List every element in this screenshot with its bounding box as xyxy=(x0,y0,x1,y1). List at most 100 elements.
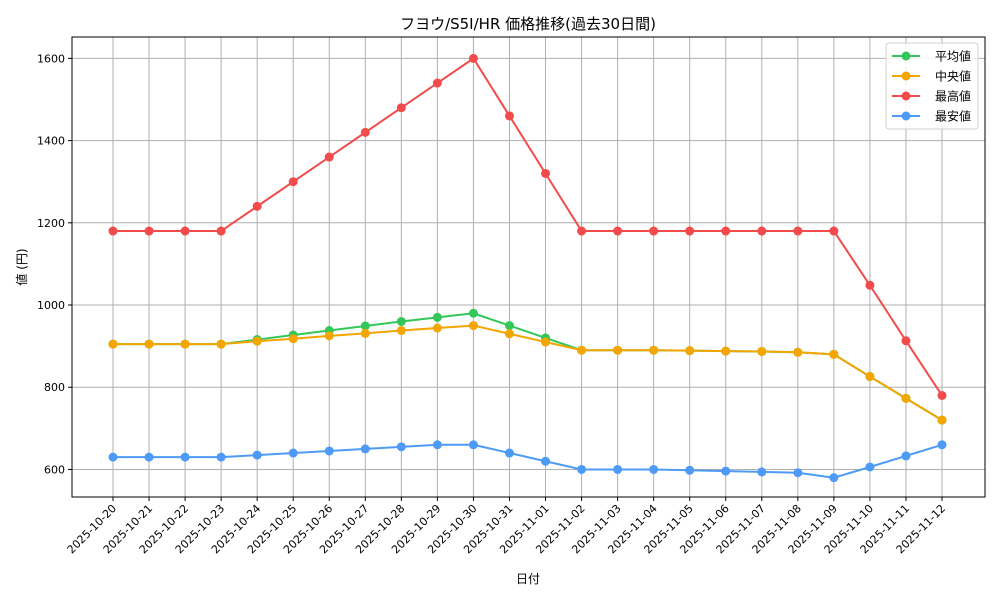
data-point[interactable] xyxy=(432,440,442,450)
data-point[interactable] xyxy=(757,467,767,477)
data-point[interactable] xyxy=(324,152,334,162)
data-point[interactable] xyxy=(468,440,478,450)
data-point[interactable] xyxy=(180,452,190,462)
data-point[interactable] xyxy=(649,345,659,355)
data-point[interactable] xyxy=(288,448,298,458)
legend-label: 最安値 xyxy=(935,109,971,124)
data-point[interactable] xyxy=(108,452,118,462)
plot-frame xyxy=(71,36,986,498)
series-最高値 xyxy=(108,53,947,400)
data-point[interactable] xyxy=(108,339,118,349)
y-tick-label: 1600 xyxy=(37,52,65,65)
legend-marker-icon xyxy=(901,71,911,81)
data-point[interactable] xyxy=(216,452,226,462)
data-point[interactable] xyxy=(432,78,442,88)
data-point[interactable] xyxy=(252,336,262,346)
data-point[interactable] xyxy=(793,347,803,357)
data-point[interactable] xyxy=(937,390,947,400)
data-point[interactable] xyxy=(649,464,659,474)
data-point[interactable] xyxy=(396,316,406,326)
series-line xyxy=(113,312,943,421)
y-tick-label: 1200 xyxy=(37,217,65,230)
data-point[interactable] xyxy=(613,345,623,355)
data-point[interactable] xyxy=(865,462,875,472)
data-point[interactable] xyxy=(541,456,551,466)
series-line xyxy=(113,324,943,421)
data-point[interactable] xyxy=(577,464,587,474)
legend-label: 最高値 xyxy=(935,89,971,104)
data-point[interactable] xyxy=(468,53,478,63)
legend-box xyxy=(885,42,979,130)
data-point[interactable] xyxy=(829,473,839,483)
data-point[interactable] xyxy=(252,201,262,211)
data-point[interactable] xyxy=(216,226,226,236)
data-point[interactable] xyxy=(468,308,478,318)
data-point[interactable] xyxy=(396,326,406,336)
data-point[interactable] xyxy=(541,168,551,178)
x-axis-ticks: 2025-10-202025-10-212025-10-222025-10-23… xyxy=(65,497,948,556)
x-axis-label: 日付 xyxy=(516,572,540,586)
data-point[interactable] xyxy=(757,226,767,236)
data-point[interactable] xyxy=(468,321,478,331)
data-point[interactable] xyxy=(901,336,911,346)
data-point[interactable] xyxy=(360,328,370,338)
data-point[interactable] xyxy=(757,346,767,356)
data-point[interactable] xyxy=(324,446,334,456)
data-point[interactable] xyxy=(685,226,695,236)
data-point[interactable] xyxy=(793,226,803,236)
data-point[interactable] xyxy=(901,451,911,461)
data-point[interactable] xyxy=(108,226,118,236)
data-point[interactable] xyxy=(180,339,190,349)
data-point[interactable] xyxy=(144,452,154,462)
data-point[interactable] xyxy=(396,103,406,113)
data-point[interactable] xyxy=(793,468,803,478)
data-point[interactable] xyxy=(432,323,442,333)
data-point[interactable] xyxy=(288,177,298,187)
legend-item[interactable]: 平均値 xyxy=(892,49,971,64)
data-point[interactable] xyxy=(144,226,154,236)
data-point[interactable] xyxy=(865,280,875,290)
data-point[interactable] xyxy=(180,226,190,236)
data-point[interactable] xyxy=(613,226,623,236)
data-point[interactable] xyxy=(432,312,442,322)
chart-title: フヨウ/S5I/HR 価格推移(過去30日間) xyxy=(400,15,656,33)
data-point[interactable] xyxy=(577,345,587,355)
legend-marker-icon xyxy=(901,51,911,61)
data-point[interactable] xyxy=(901,393,911,403)
data-point[interactable] xyxy=(937,440,947,450)
data-point[interactable] xyxy=(288,334,298,344)
data-point[interactable] xyxy=(360,321,370,331)
data-point[interactable] xyxy=(504,329,514,339)
data-point[interactable] xyxy=(829,226,839,236)
data-point[interactable] xyxy=(865,372,875,382)
legend-marker-icon xyxy=(901,111,911,121)
data-point[interactable] xyxy=(252,450,262,460)
legend-item[interactable]: 最高値 xyxy=(892,89,971,104)
data-point[interactable] xyxy=(685,465,695,475)
data-point[interactable] xyxy=(360,444,370,454)
data-point[interactable] xyxy=(937,415,947,425)
data-point[interactable] xyxy=(504,111,514,121)
data-point[interactable] xyxy=(144,339,154,349)
legend-label: 平均値 xyxy=(935,49,971,64)
data-point[interactable] xyxy=(504,321,514,331)
data-point[interactable] xyxy=(613,464,623,474)
data-point[interactable] xyxy=(829,349,839,359)
data-point[interactable] xyxy=(216,339,226,349)
legend-item[interactable]: 最安値 xyxy=(892,109,971,124)
data-point[interactable] xyxy=(541,337,551,347)
data-point[interactable] xyxy=(649,226,659,236)
legend-marker-icon xyxy=(901,91,911,101)
legend-item[interactable]: 中央値 xyxy=(892,69,971,84)
data-point[interactable] xyxy=(685,346,695,356)
data-point[interactable] xyxy=(396,442,406,452)
data-point[interactable] xyxy=(721,346,731,356)
data-point[interactable] xyxy=(360,127,370,137)
data-point[interactable] xyxy=(577,226,587,236)
data-point[interactable] xyxy=(721,466,731,476)
data-point[interactable] xyxy=(721,226,731,236)
y-tick-label: 1000 xyxy=(37,299,65,312)
data-point[interactable] xyxy=(504,448,514,458)
data-point[interactable] xyxy=(324,331,334,341)
